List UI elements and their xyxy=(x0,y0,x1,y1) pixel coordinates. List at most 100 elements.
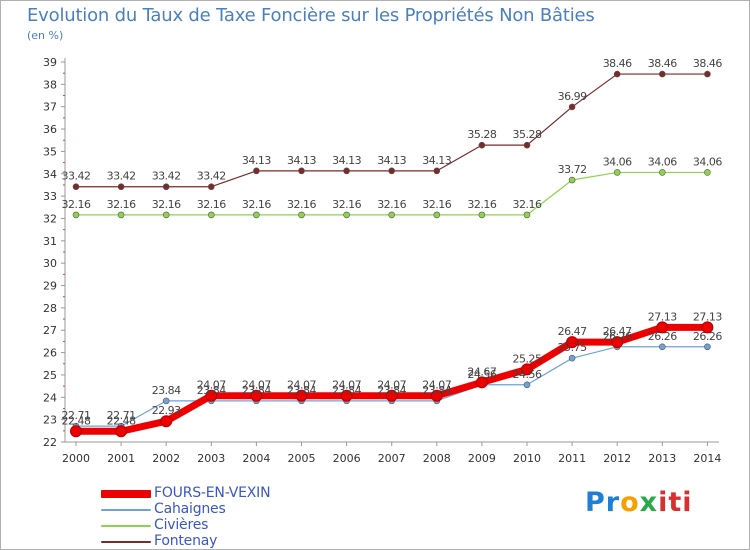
data-label-cahaignes: 22.71 xyxy=(62,409,91,422)
data-point-civieres xyxy=(658,169,666,176)
data-label-fontenay: 38.46 xyxy=(648,57,677,70)
data-point-fours-en-vexin xyxy=(205,389,218,402)
data-label-fours-en-vexin: 24.07 xyxy=(332,379,361,392)
data-point-fours-en-vexin xyxy=(430,389,443,402)
data-label-fontenay: 38.46 xyxy=(693,57,722,70)
data-label-fours-en-vexin: 25.25 xyxy=(513,352,542,365)
x-tick-label: 2013 xyxy=(648,452,676,465)
data-label-cahaignes: 24.56 xyxy=(513,368,542,381)
data-point-civieres xyxy=(568,176,576,184)
data-label-civieres: 32.16 xyxy=(287,198,316,211)
data-point-fontenay xyxy=(658,70,666,78)
data-label-fours-en-vexin: 24.07 xyxy=(197,379,226,392)
legend-swatch-cahaignes xyxy=(101,509,151,511)
data-point-fontenay xyxy=(478,141,486,149)
legend-item-fours-en-vexin[interactable]: FOURS-EN-VEXIN xyxy=(101,485,361,502)
data-point-fours-en-vexin xyxy=(611,336,624,349)
data-point-cahaignes xyxy=(568,354,576,362)
y-tick-label: 27 xyxy=(43,324,57,337)
data-label-cahaignes: 23.84 xyxy=(332,384,361,397)
data-label-civieres: 32.16 xyxy=(62,198,91,211)
data-label-fontenay: 34.13 xyxy=(377,154,406,167)
y-tick-label: 31 xyxy=(43,235,57,248)
y-tick-label: 39 xyxy=(43,56,57,69)
data-label-cahaignes: 25.75 xyxy=(558,341,587,354)
data-label-cahaignes: 26.26 xyxy=(693,330,722,343)
data-label-cahaignes: 23.84 xyxy=(152,384,181,397)
axes: 22 23 24 25 26 27 28 29 30 31 32 33 34 35 36 37 38 39 2000… xyxy=(43,56,721,465)
data-point-cahaignes xyxy=(162,397,170,405)
legend-swatch-fontenay xyxy=(101,541,151,543)
chart-unit-label: (en %) xyxy=(27,29,64,42)
data-label-fours-en-vexin: 27.13 xyxy=(648,310,677,323)
y-tick-label: 30 xyxy=(43,257,57,270)
x-tick-label: 2014 xyxy=(693,452,721,465)
data-point-fours-en-vexin xyxy=(656,321,669,334)
data-label-cahaignes: 26.26 xyxy=(603,330,632,343)
y-tick-label: 25 xyxy=(43,369,57,382)
data-point-fontenay xyxy=(613,70,621,78)
data-point-civieres xyxy=(208,211,215,219)
data-label-civieres: 32.16 xyxy=(513,198,542,211)
data-label-civieres: 33.72 xyxy=(558,163,587,176)
data-point-fours-en-vexin xyxy=(70,425,82,438)
data-label-fours-en-vexin: 26.47 xyxy=(558,325,587,338)
y-tick-label: 24 xyxy=(43,391,57,404)
y-tick-label: 36 xyxy=(43,123,57,136)
data-label-fours-en-vexin: 24.67 xyxy=(467,365,496,378)
data-label-fontenay: 34.13 xyxy=(332,154,361,167)
data-label-fontenay: 33.42 xyxy=(197,170,226,183)
data-point-fours-en-vexin xyxy=(250,389,263,402)
data-label-civieres: 34.06 xyxy=(603,155,632,168)
data-label-fontenay: 38.46 xyxy=(603,57,632,70)
data-point-civieres xyxy=(613,169,621,176)
data-point-fours-en-vexin xyxy=(385,389,398,402)
data-point-civieres xyxy=(478,211,486,219)
y-tick-label: 37 xyxy=(43,101,57,114)
data-label-civieres: 32.16 xyxy=(467,198,496,211)
x-tick-label: 2011 xyxy=(558,452,586,465)
x-tick-label: 2010 xyxy=(513,452,541,465)
legend-item-civieres[interactable]: Civières xyxy=(101,517,361,534)
data-label-civieres: 32.16 xyxy=(332,198,361,211)
x-tick-label: 2012 xyxy=(603,452,631,465)
legend-swatch-fours-en-vexin xyxy=(101,490,151,498)
legend-item-cahaignes[interactable]: Cahaignes xyxy=(101,501,361,518)
data-label-fours-en-vexin: 24.07 xyxy=(242,379,271,392)
data-point-civieres xyxy=(388,211,396,219)
legend-item-fontenay[interactable]: Fontenay xyxy=(101,533,361,549)
data-label-civieres: 32.16 xyxy=(107,198,136,211)
chart-title: Evolution du Taux de Taxe Foncière sur l… xyxy=(27,5,595,26)
data-point-fours-en-vexin xyxy=(521,363,533,376)
data-label-cahaignes: 23.84 xyxy=(422,384,451,397)
data-point-fours-en-vexin xyxy=(475,376,488,389)
data-point-fours-en-vexin xyxy=(160,415,173,428)
data-label-civieres: 32.16 xyxy=(377,198,406,211)
data-point-civieres xyxy=(298,211,305,219)
y-tick-label: 32 xyxy=(43,212,57,225)
x-tick-label: 2003 xyxy=(197,452,225,465)
data-label-fontenay: 35.28 xyxy=(467,128,496,141)
data-point-fontenay xyxy=(162,183,170,191)
data-point-fontenay xyxy=(253,167,260,175)
data-label-fontenay: 33.42 xyxy=(107,170,136,183)
data-label-fours-en-vexin: 22.48 xyxy=(62,414,91,427)
data-label-cahaignes: 23.84 xyxy=(242,384,271,397)
data-label-fontenay: 34.13 xyxy=(287,154,316,167)
data-point-fontenay xyxy=(298,167,305,175)
data-point-civieres xyxy=(162,211,170,219)
data-label-cahaignes: 24.56 xyxy=(467,368,496,381)
data-label-civieres: 32.16 xyxy=(242,198,271,211)
data-point-cahaignes xyxy=(704,343,711,351)
y-tick-label: 33 xyxy=(43,190,57,203)
data-label-cahaignes: 26.26 xyxy=(648,330,677,343)
data-label-fours-en-vexin: 26.47 xyxy=(603,325,632,338)
y-tick-label: 22 xyxy=(43,436,57,449)
logo-part-3: x xyxy=(639,487,659,518)
x-tick-label: 2006 xyxy=(333,452,361,465)
data-label-fours-en-vexin: 24.07 xyxy=(422,379,451,392)
data-point-fours-en-vexin xyxy=(295,389,308,402)
x-tick-label: 2004 xyxy=(242,452,270,465)
